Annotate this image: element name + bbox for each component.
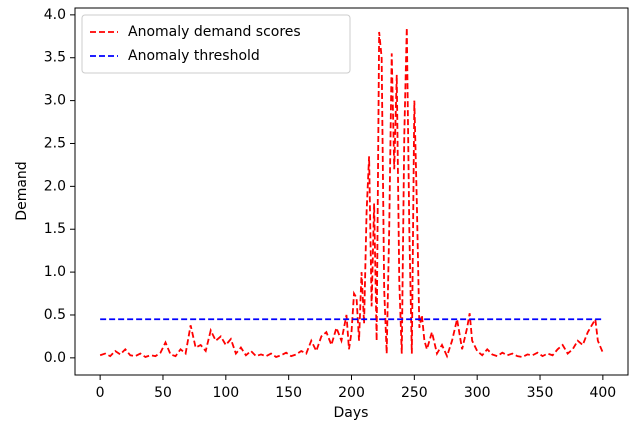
data-line	[99, 27, 604, 359]
y-tick-label: 3.0	[44, 93, 66, 109]
x-tick-label: 150	[275, 385, 302, 401]
y-tick-label: 4.0	[44, 7, 66, 23]
y-tick-label: 2.0	[44, 178, 66, 194]
legend-box	[81, 14, 351, 74]
x-tick-label: 350	[527, 385, 554, 401]
x-tick-label: 300	[464, 385, 491, 401]
y-tick-label: 1.0	[44, 264, 66, 280]
x-tick-label: 250	[401, 385, 428, 401]
axes-frame	[74, 7, 629, 376]
y-tick-label: 0.5	[44, 307, 66, 323]
y-axis-label: Demand	[14, 161, 30, 220]
y-tick-label: 1.5	[44, 221, 66, 237]
legend-label: Anomaly threshold	[128, 48, 260, 64]
x-tick-label: 200	[338, 385, 365, 401]
y-tick-label: 3.5	[44, 50, 66, 66]
x-tick-label: 100	[212, 385, 239, 401]
legend-label: Anomaly demand scores	[128, 24, 301, 40]
x-tick-label: 50	[154, 385, 172, 401]
x-tick-label: 0	[96, 385, 105, 401]
y-tick-label: 0.0	[44, 350, 66, 366]
y-tick-label: 2.5	[44, 135, 66, 151]
x-axis-label: Days	[334, 405, 369, 421]
x-tick-label: 400	[589, 385, 616, 401]
